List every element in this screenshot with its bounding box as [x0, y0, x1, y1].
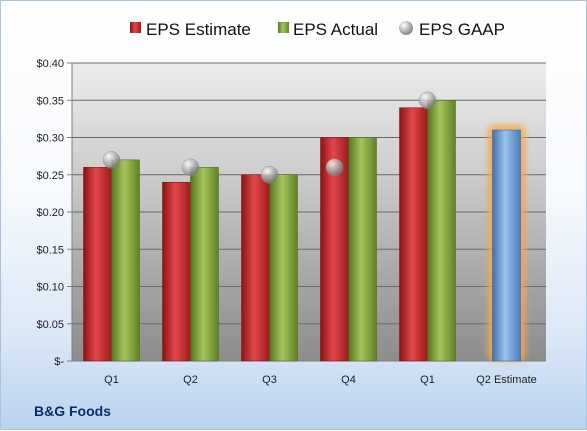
y-axis: $- $0.05 $0.10 $0.15 $0.20 $0.25 $0.30 $0.35 $0.…	[36, 58, 73, 368]
bar-eps-estimate-projection	[492, 129, 521, 362]
bar-eps-actual	[348, 137, 377, 362]
bar-eps-estimate	[83, 167, 112, 362]
y-tick-label: $0.40	[36, 58, 64, 70]
gaap-markers	[102, 91, 437, 184]
bar-eps-estimate	[162, 181, 191, 362]
y-tick-label: $0.35	[36, 95, 64, 107]
gaap-marker	[325, 158, 344, 177]
gaap-marker	[102, 151, 121, 169]
y-tick-label: $0.05	[36, 319, 64, 331]
bar-eps-actual	[269, 174, 298, 362]
legend-label-estimate: EPS Estimate	[146, 20, 251, 39]
legend-swatch-gaap	[399, 21, 413, 35]
bar-eps-estimate	[241, 174, 270, 362]
x-tick-label: Q3	[262, 374, 277, 386]
y-tick-label: $0.20	[36, 207, 64, 219]
legend-swatch-estimate	[130, 22, 141, 33]
y-tick-label: $0.15	[36, 244, 64, 256]
bar-eps-actual	[190, 167, 219, 362]
bars	[83, 100, 526, 362]
y-tick-label: $0.30	[36, 133, 64, 145]
x-tick-label: Q2	[183, 374, 198, 386]
company-name: B&G Foods	[34, 403, 111, 419]
gaap-marker	[181, 158, 200, 177]
bar-eps-estimate	[399, 107, 428, 362]
legend: EPS Estimate EPS Actual EPS GAAP	[130, 20, 505, 39]
x-tick-label: Q4	[341, 374, 356, 386]
gaap-marker	[418, 91, 437, 109]
x-tick-label: Q1	[104, 374, 119, 386]
x-tick-label: Q2 Estimate	[476, 374, 537, 386]
bar-eps-actual	[427, 100, 456, 362]
y-tick-label: $0.10	[36, 282, 64, 294]
bar-eps-actual	[111, 159, 140, 362]
gaap-marker	[260, 166, 279, 184]
legend-label-actual: EPS Actual	[293, 20, 378, 39]
y-tick-label: $-	[54, 356, 64, 368]
y-tick-label: $0.25	[36, 170, 64, 182]
x-axis: Q1 Q2 Q3 Q4 Q1 Q2 Estimate	[72, 360, 546, 386]
legend-label-gaap: EPS GAAP	[419, 20, 505, 39]
legend-swatch-actual	[278, 22, 289, 33]
x-tick-label: Q1	[420, 374, 435, 386]
